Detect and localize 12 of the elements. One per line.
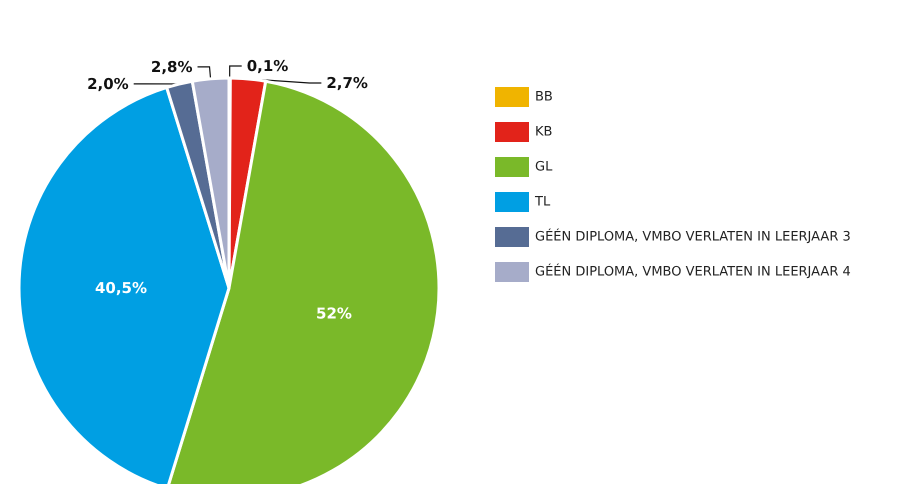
legend-label: KB	[535, 124, 552, 140]
data-label: 40,5%	[94, 279, 148, 298]
data-label: 2,7%	[326, 74, 368, 92]
data-label: 2,8%	[150, 58, 193, 76]
legend-label: GÉÉN DIPLOMA, VMBO VERLATEN IN LEERJAAR 4	[535, 262, 851, 280]
data-label: 0,1%	[246, 57, 288, 75]
data-label: 2,0%	[87, 74, 129, 93]
legend-label: TL	[534, 194, 551, 210]
legend-label: GL	[535, 160, 554, 174]
legend-label: GÉÉN DIPLOMA, VMBO VERLATEN IN LEERJAAR 3	[535, 228, 851, 244]
data-label: 52%	[316, 304, 352, 322]
legend-label: BB	[535, 90, 553, 104]
